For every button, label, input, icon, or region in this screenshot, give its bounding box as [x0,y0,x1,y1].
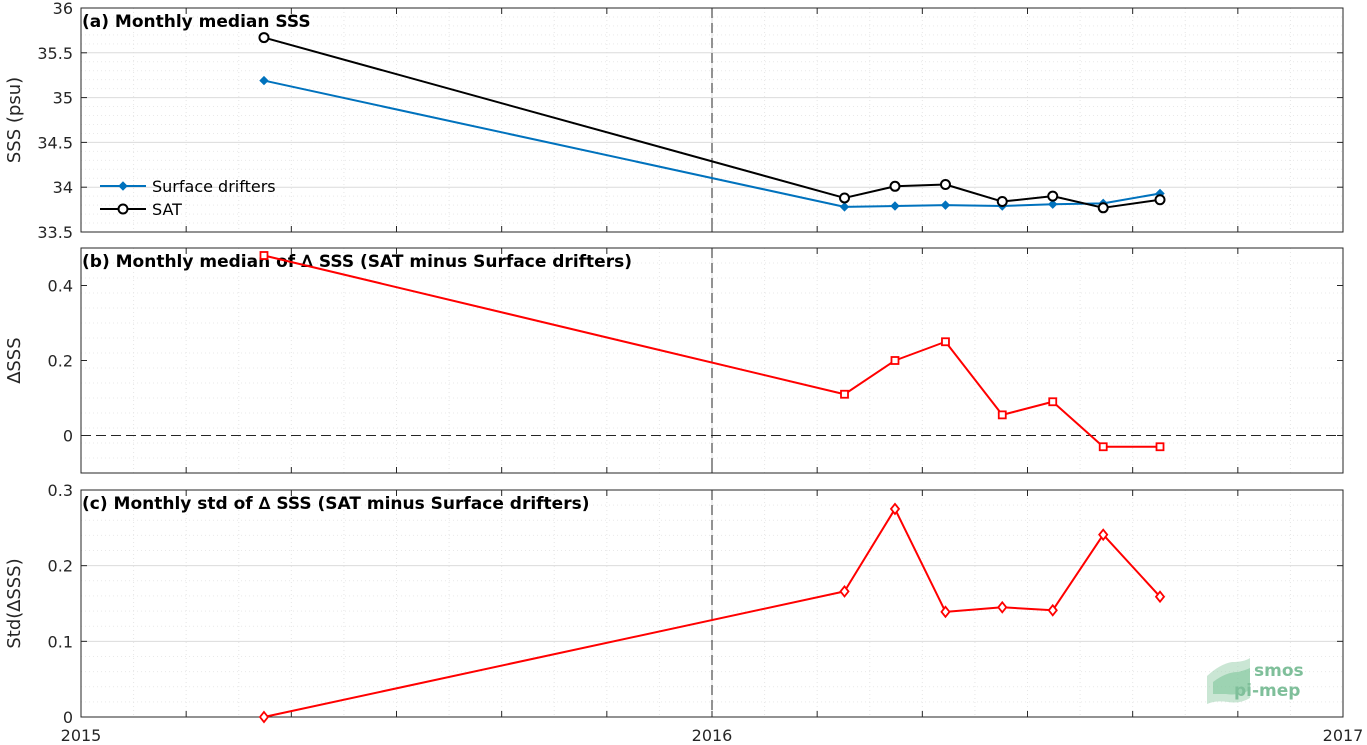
panel-a-ytick-label: 34 [53,178,73,197]
panel-b-ytick-label: 0.4 [48,277,73,296]
panel-c-xtick-label: 2017 [1323,726,1364,745]
panel-c-data-point-series-0 [997,600,1008,614]
panel-a-series-line-surface-drifters [263,79,1161,208]
logo-text-smos: smos [1254,661,1304,681]
panel-b-data-point-series-0 [890,356,900,365]
panel-c-data-point-series-0 [258,710,270,724]
panel-b-data-point-series-0 [1098,442,1108,452]
panel-c-title: (c) Monthly std of ∆ SSS (SAT minus Surf… [82,494,589,514]
panel-a-data-point-surface-drifters [259,75,269,86]
panel-b: 0 0.2 0.4 ∆SSS (b) Monthly median of ∆ SSS (… [4,247,1344,474]
panel-a-ylabel: SSS (psu) [4,77,25,163]
panel-b-series-line-series-0 [263,254,1161,448]
panel-c-data-point-series-0 [1098,528,1109,542]
panel-c-series-line-series-0 [263,507,1161,718]
panel-b-ylabel: ∆SSS [4,337,25,384]
panel-a-series-line-sat [263,36,1161,209]
panel-c-ytick-label: 0.2 [48,557,73,576]
panel-c-data-point-series-0 [1047,603,1058,617]
panel-b-data-point-series-0 [1048,397,1058,407]
panel-a-ytick-label: 34.5 [37,133,73,152]
panel-a-data-point-sat [839,192,851,204]
panel-a: 33.5 34 34.5 35 35.5 36 SSS (psu) (a) Monthly m… [4,0,1344,242]
legend: Surface drifters SAT [100,177,276,219]
panel-a-data-point-sat [889,180,901,192]
panel-a-ytick-label: 35 [53,89,73,108]
panel-c: 0 0.1 0.2 0.3 2015 2016 2017 Std(∆SSS) (c) Month… [4,481,1363,745]
panel-b-data-point-series-0 [259,251,269,260]
panel-a-data-point-sat [1047,190,1059,202]
panel-a-data-point-sat [1097,202,1109,214]
panel-c-data-point-series-0 [889,502,901,516]
panel-c-ytick-label: 0.3 [48,481,73,500]
logo-text-pi-mep: pi-mep [1234,681,1300,701]
logo-wave-graphic-2 [1213,668,1250,695]
panel-b-data-point-series-0 [941,337,950,347]
panel-b-ytick-label: 0.2 [48,352,73,371]
panel-a-title: (a) Monthly median SSS [82,12,311,32]
panel-a-ytick-label: 36 [53,0,73,18]
panel-a-data-point-sat [1154,194,1166,206]
panel-a-data-point-sat [996,196,1008,208]
panel-a-data-point-surface-drifters [839,202,850,212]
panel-c-data-point-series-0 [839,584,850,598]
legend-marker-surface-drifters [118,181,128,191]
legend-label-surface-drifters: Surface drifters [152,177,276,196]
panel-a-data-point-surface-drifters [890,201,900,211]
smos-logo: smos pi-mep [1207,658,1304,704]
panel-c-ylabel: Std(∆SSS) [4,558,25,648]
panel-c-data-point-series-0 [940,605,951,619]
panel-b-ytick-label: 0 [63,427,73,446]
panel-a-data-point-sat [939,179,951,191]
panel-c-ytick-label: 0 [63,708,73,727]
panel-c-xtick-label: 2016 [692,726,733,745]
panel-c-ytick-label: 0.1 [48,632,73,651]
panel-b-data-point-series-0 [840,389,849,399]
panel-a-data-point-surface-drifters [940,200,951,210]
panel-b-data-point-series-0 [997,410,1007,420]
panel-a-data-point-sat [258,32,270,44]
panel-b-data-point-series-0 [1155,442,1165,452]
panel-a-ytick-label: 35.5 [37,44,73,63]
legend-marker-sat [117,203,129,215]
panel-a-data-point-surface-drifters [1048,199,1058,209]
panel-c-data-point-series-0 [1154,590,1166,604]
panel-a-ytick-label: 33.5 [37,223,73,242]
legend-label-sat: SAT [152,200,182,219]
panel-b-title: (b) Monthly median of ∆ SSS (SAT minus S… [82,252,632,272]
panel-c-xtick-label: 2015 [61,726,102,745]
